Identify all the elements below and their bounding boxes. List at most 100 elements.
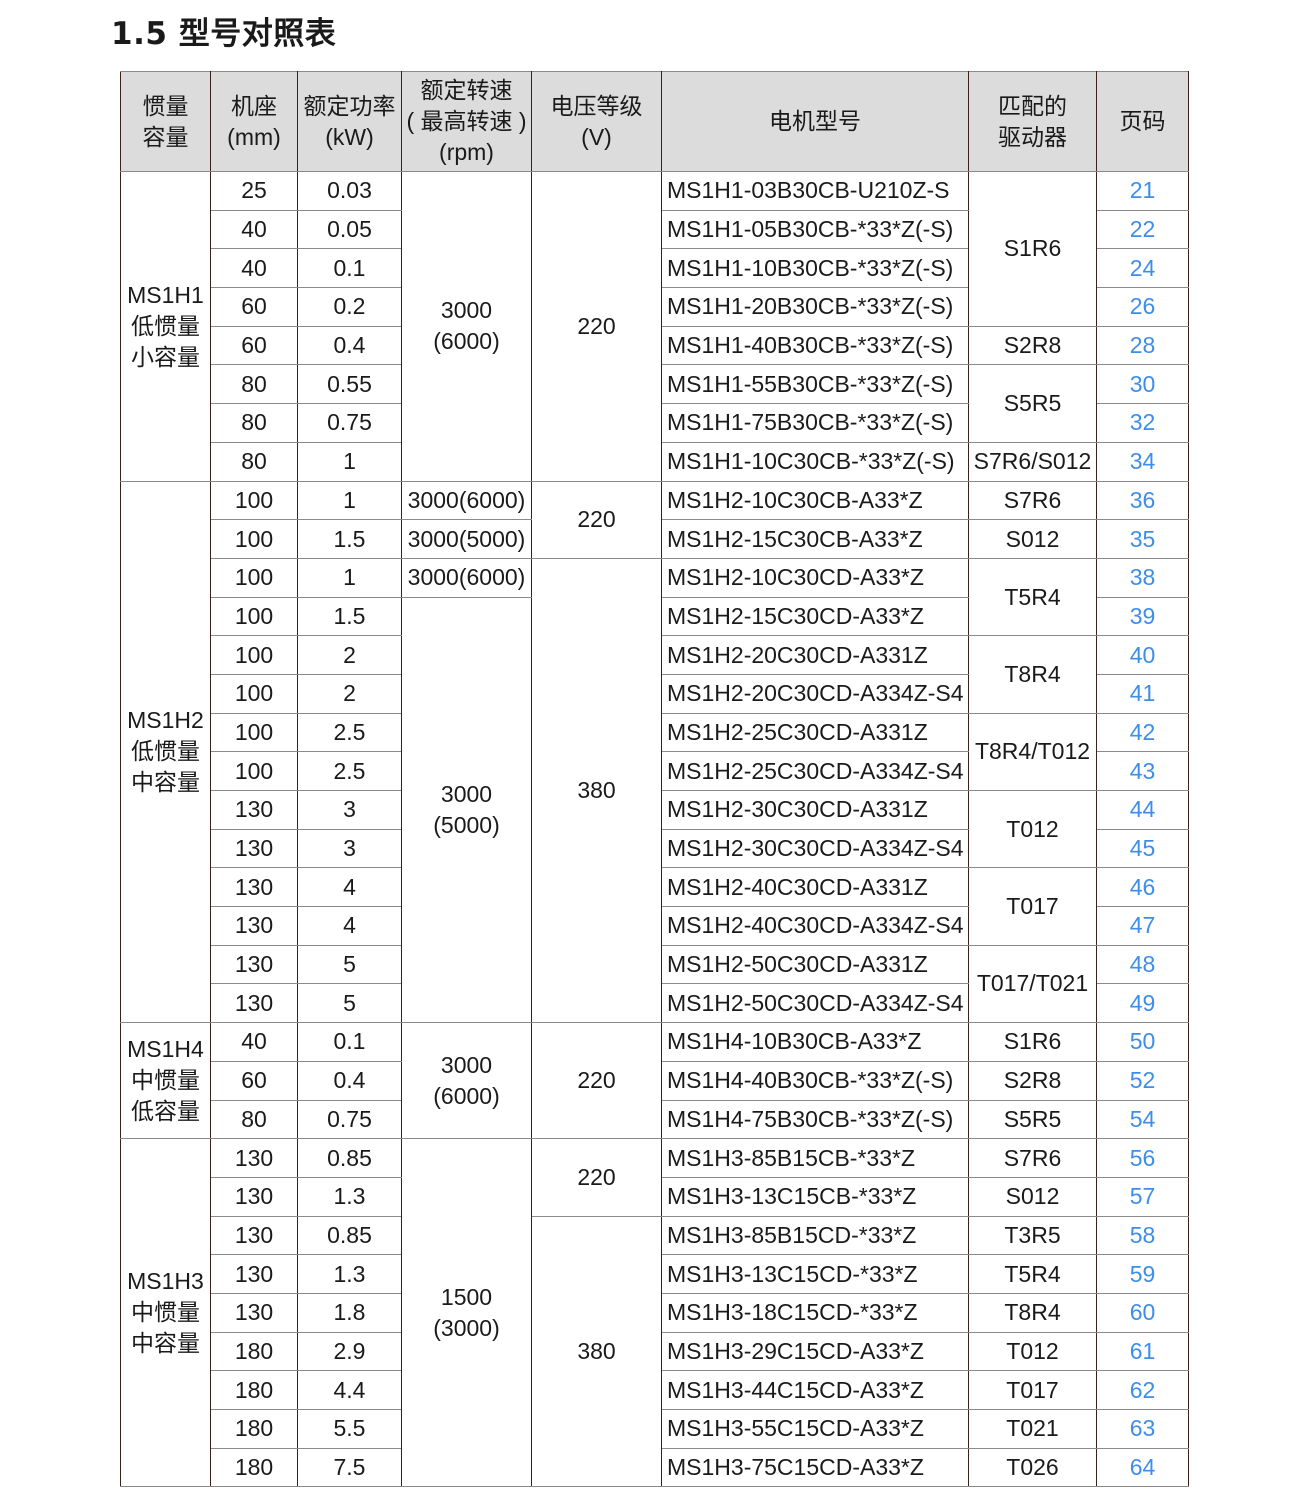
page-link[interactable]: 44	[1096, 790, 1189, 830]
table-row: 60 0.4 MS1H1-40B30CB-*33*Z(-S) S2R8 28	[121, 325, 1189, 366]
model-cell: MS1H3-13C15CB-*33*Z	[661, 1176, 969, 1217]
frame-cell: 130	[210, 828, 298, 869]
page-link[interactable]: 36	[1096, 480, 1189, 521]
page-link[interactable]: 38	[1096, 557, 1189, 598]
table-row: 100 1.5 3000(5000) MS1H2-15C30CB-A33*Z S012 3…	[121, 519, 1189, 559]
frame-cell: 100	[210, 519, 298, 559]
model-cell: MS1H1-10B30CB-*33*Z(-S)	[661, 248, 969, 289]
page-link[interactable]: 48	[1096, 944, 1189, 985]
page-link[interactable]: 63	[1096, 1409, 1189, 1449]
page-link[interactable]: 62	[1096, 1370, 1189, 1410]
header-model: 电机型号	[661, 71, 969, 172]
table-row: 130 5 MS1H2-50C30CD-A331Z T017/T021 48	[121, 944, 1189, 1024]
page-link[interactable]: 64	[1096, 1447, 1189, 1488]
page-link[interactable]: 34	[1096, 441, 1189, 482]
driver-cell: S2R8	[968, 1060, 1097, 1101]
model-cell: MS1H3-75C15CD-A33*Z	[661, 1447, 969, 1488]
frame-cell: 100	[210, 673, 298, 714]
driver-cell: S012	[968, 1176, 1097, 1217]
frame-cell: 60	[210, 1060, 298, 1101]
table-row: 130 1.3 MS1H3-13C15CD-*33*Z T5R4 59	[121, 1254, 1189, 1294]
model-cell: MS1H2-10C30CD-A33*Z	[661, 557, 969, 598]
power-cell: 0.2	[297, 287, 402, 327]
driver-cell: S5R5	[968, 364, 1097, 443]
page-link[interactable]: 50	[1096, 1022, 1189, 1062]
driver-cell: T012	[968, 1331, 1097, 1372]
power-cell: 5	[297, 944, 402, 985]
page-link[interactable]: 41	[1096, 673, 1189, 714]
header-driver: 匹配的 驱动器	[968, 71, 1097, 172]
table-row: 100 2.5 MS1H2-25C30CD-A331Z T8R4/T012 42	[121, 712, 1189, 792]
power-cell: 4.4	[297, 1370, 402, 1410]
power-cell: 3	[297, 790, 402, 830]
model-comparison-table: 惯量 容量 机座 (mm) 额定功率 (kW) 额定转速 ( 最高转速 ) (r…	[120, 71, 1189, 1488]
driver-cell: T3R5	[968, 1215, 1097, 1256]
table-row: 180 2.9 MS1H3-29C15CD-A33*Z T012 61	[121, 1331, 1189, 1372]
inertia-cell: MS1H3 中惯量 中容量	[120, 1138, 211, 1488]
frame-cell: 100	[210, 596, 298, 637]
page-link[interactable]: 22	[1096, 209, 1189, 250]
page-link[interactable]: 30	[1096, 364, 1189, 405]
page-link[interactable]: 54	[1096, 1099, 1189, 1140]
page-link[interactable]: 60	[1096, 1292, 1189, 1333]
power-cell: 7.5	[297, 1447, 402, 1488]
page-link[interactable]: 35	[1096, 519, 1189, 559]
frame-cell: 80	[210, 441, 298, 482]
table-row: 180 5.5 MS1H3-55C15CD-A33*Z T021 63	[121, 1409, 1189, 1449]
model-cell: MS1H1-40B30CB-*33*Z(-S)	[661, 325, 969, 366]
table-row: 100 2.5 MS1H2-25C30CD-A334Z-S4 43	[121, 751, 1189, 791]
page-link[interactable]: 39	[1096, 596, 1189, 637]
frame-cell: 100	[210, 635, 298, 675]
table-row: MS1H1 低惯量 小容量 25 0.03 3000 (6000) 220 MS1H1-0…	[120, 171, 1189, 482]
frame-cell: 130	[210, 983, 298, 1024]
frame-cell: 130	[210, 1215, 298, 1256]
page-link[interactable]: 59	[1096, 1254, 1189, 1294]
page-link[interactable]: 58	[1096, 1215, 1189, 1256]
table-row: 130 4 MS1H2-40C30CD-A331Z T017 46	[121, 867, 1189, 946]
driver-cell: T021	[968, 1409, 1097, 1449]
page-link[interactable]: 61	[1096, 1331, 1189, 1372]
table-row: 130 3 MS1H2-30C30CD-A334Z-S4 45	[121, 828, 1189, 869]
page-link[interactable]: 45	[1096, 828, 1189, 869]
page-link[interactable]: 56	[1096, 1138, 1189, 1178]
page-link[interactable]: 28	[1096, 325, 1189, 366]
model-cell: MS1H2-40C30CD-A331Z	[661, 867, 969, 908]
driver-cell: S1R6	[968, 1022, 1097, 1062]
page-link[interactable]: 52	[1096, 1060, 1189, 1101]
page-link[interactable]: 49	[1096, 983, 1189, 1024]
page-link[interactable]: 26	[1096, 287, 1189, 327]
model-cell: MS1H2-20C30CD-A331Z	[661, 635, 969, 675]
table-row: 180 4.4 MS1H3-44C15CD-A33*Z T017 62	[121, 1370, 1189, 1410]
frame-cell: 130	[210, 867, 298, 908]
frame-cell: 130	[210, 1176, 298, 1217]
page-link[interactable]: 57	[1096, 1176, 1189, 1217]
model-cell: MS1H2-25C30CD-A334Z-S4	[661, 751, 969, 791]
header-row: 惯量 容量 机座 (mm) 额定功率 (kW) 额定转速 ( 最高转速 ) (r…	[120, 71, 1189, 172]
page-link[interactable]: 21	[1096, 171, 1189, 211]
voltage-cell: 220	[531, 1022, 662, 1140]
page-link[interactable]: 24	[1096, 248, 1189, 289]
speed-cell: 3000 (6000)	[401, 1022, 532, 1140]
driver-cell: S1R6	[968, 171, 1097, 327]
model-cell: MS1H1-20B30CB-*33*Z(-S)	[661, 287, 969, 327]
model-cell: MS1H1-05B30CB-*33*Z(-S)	[661, 209, 969, 250]
power-cell: 1.8	[297, 1292, 402, 1333]
driver-cell: T5R4	[968, 557, 1097, 637]
driver-cell: T012	[968, 789, 1097, 869]
page-link[interactable]: 47	[1096, 906, 1189, 946]
frame-cell: 180	[210, 1331, 298, 1372]
frame-cell: 130	[210, 1138, 298, 1178]
driver-cell: S7R6/S012	[968, 441, 1097, 482]
driver-cell: S2R8	[968, 325, 1097, 366]
model-cell: MS1H1-10C30CB-*33*Z(-S)	[661, 441, 969, 482]
page-link[interactable]: 42	[1096, 712, 1189, 753]
frame-cell: 60	[210, 287, 298, 327]
model-cell: MS1H2-50C30CD-A334Z-S4	[661, 983, 969, 1024]
page-link[interactable]: 43	[1096, 751, 1189, 791]
page-link[interactable]: 32	[1096, 403, 1189, 443]
power-cell: 2.5	[297, 751, 402, 791]
power-cell: 0.85	[297, 1138, 402, 1178]
page-link[interactable]: 46	[1096, 867, 1189, 908]
page-link[interactable]: 40	[1096, 635, 1189, 675]
model-cell: MS1H2-15C30CD-A33*Z	[661, 596, 969, 637]
